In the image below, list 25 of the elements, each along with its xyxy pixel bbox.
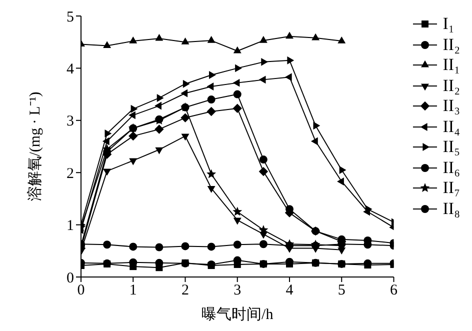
x-tick-label: 4 [286,282,294,299]
legend-label: II₄ [442,116,460,137]
x-tick-label: 5 [338,282,346,299]
x-axis-title: 曝气时间/h [202,306,274,323]
x-tick-label: 3 [234,282,242,299]
x-tick-label: 6 [390,282,398,299]
x-tick-label: 0 [77,282,85,299]
x-tick-label: 2 [182,282,189,299]
y-axis-title: 溶解氧/(mg · L⁻¹) [26,92,44,202]
y-tick-label: 0 [66,270,74,286]
x-tick-label: 1 [129,282,137,299]
y-tick-label: 1 [66,218,74,234]
y-tick-label: 4 [66,62,74,78]
y-tick-label: 5 [66,9,74,26]
legend-label: II₇ [442,178,460,198]
y-tick-label: 3 [66,114,74,130]
legend-label: II₅ [442,137,460,158]
legend-label: II₂ [442,76,460,96]
legend-label: II₈ [442,198,460,219]
legend-label: II₁ [442,55,460,76]
legend-label: II₂ [442,34,460,55]
legend-label: II₃ [442,96,460,116]
legend-label: I₁ [442,14,454,34]
y-tick-label: 2 [66,166,74,182]
legend-label: II₆ [442,158,460,178]
